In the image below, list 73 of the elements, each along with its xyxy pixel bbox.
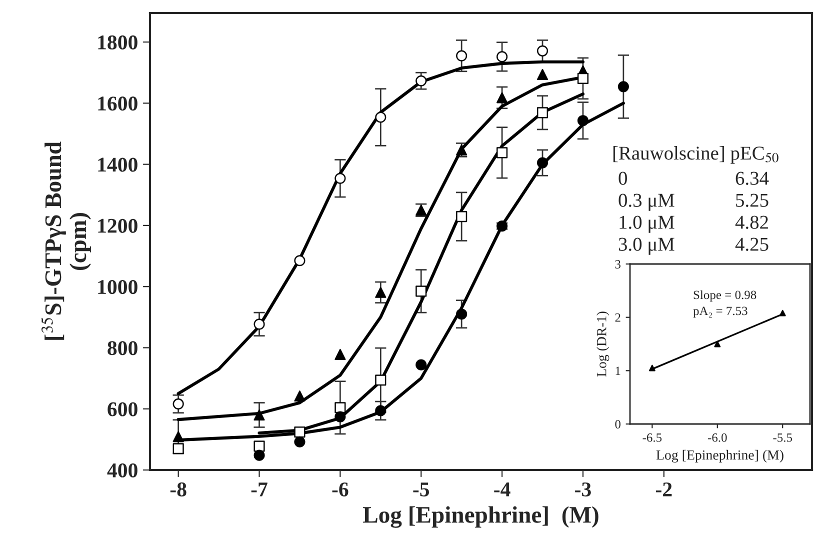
y-tick-label: 1400: [98, 158, 138, 172]
point: [416, 359, 427, 370]
point: [618, 81, 629, 92]
point: [456, 50, 468, 62]
y-tick-label: 0: [615, 420, 620, 428]
annotation: pA₂ = 7.53: [693, 306, 748, 318]
annotation: 1.0 μM: [620, 216, 674, 233]
y-tick-label: 600: [108, 402, 138, 416]
point: [294, 426, 306, 438]
x-tick-label: -2: [656, 482, 672, 496]
y-tick-label: 1800: [98, 35, 138, 50]
point: [375, 286, 386, 298]
x-tick-label: -6.5: [642, 433, 662, 442]
point: [536, 68, 548, 80]
point: [536, 107, 548, 118]
y-tick-label: 400: [107, 463, 138, 478]
x-axis-title: Log [Epinephrine] (M): [363, 506, 598, 528]
point: [456, 211, 468, 222]
y-tick-label: 1600: [98, 96, 138, 111]
y-tick-label: 1200: [98, 218, 138, 233]
point: [375, 374, 386, 386]
point: [375, 405, 386, 416]
point: [334, 411, 346, 422]
point: [254, 450, 265, 461]
annotation: 0.3 μM: [618, 194, 674, 211]
x-tick-label: -5.5: [773, 434, 792, 442]
point: [172, 398, 184, 410]
point: [416, 286, 427, 297]
point: [375, 112, 386, 123]
x-tick-label: -8: [170, 482, 186, 496]
x-tick-label: -5: [413, 482, 430, 496]
annotation: 4.25: [735, 238, 768, 251]
point: [254, 318, 265, 330]
point: [294, 255, 306, 266]
point: [172, 431, 184, 442]
x-axis-title: Log [Epinephrine] (M): [656, 450, 784, 463]
point: [334, 402, 346, 414]
point: [172, 443, 184, 454]
point: [536, 45, 548, 56]
y-tick-label: 1000: [98, 280, 138, 294]
x-tick-label: -7: [251, 482, 268, 496]
point: [496, 92, 508, 104]
point: [416, 75, 427, 86]
y-tick-label: 3: [615, 260, 620, 268]
x-tick-label: -4: [494, 482, 510, 496]
x-tick-label: -6.0: [708, 433, 727, 442]
x-tick-label: -3: [575, 482, 591, 496]
point: [456, 308, 468, 320]
y-tick-label: 800: [108, 341, 138, 356]
point: [496, 51, 508, 62]
point: [577, 72, 589, 84]
point: [334, 348, 346, 360]
point: [294, 436, 306, 448]
point: [714, 340, 721, 348]
point: [648, 364, 656, 372]
y-axis-title: Log (DR-1): [596, 312, 610, 377]
annotation: 4.82: [735, 216, 768, 229]
point: [779, 310, 786, 316]
x-tick-label: -6: [332, 482, 348, 496]
y-tick-label: 1: [616, 366, 620, 376]
point: [536, 157, 548, 168]
annotation: 5.25: [736, 194, 768, 207]
y-tick-label: 2: [615, 313, 620, 322]
annotation: 3.0 μM: [618, 238, 674, 255]
annotation: 6.34: [736, 172, 769, 185]
annotation: [Rauwolscine] pEC$_{50}$: [613, 146, 778, 164]
annotation: Slope = 0.98: [694, 290, 756, 302]
point: [294, 390, 306, 402]
point: [254, 409, 265, 421]
point: [577, 115, 589, 126]
point: [334, 172, 346, 184]
y-axis-title: [$^{35}$S]-GTPγS Bound (cpm): [41, 142, 91, 340]
point: [496, 147, 508, 158]
